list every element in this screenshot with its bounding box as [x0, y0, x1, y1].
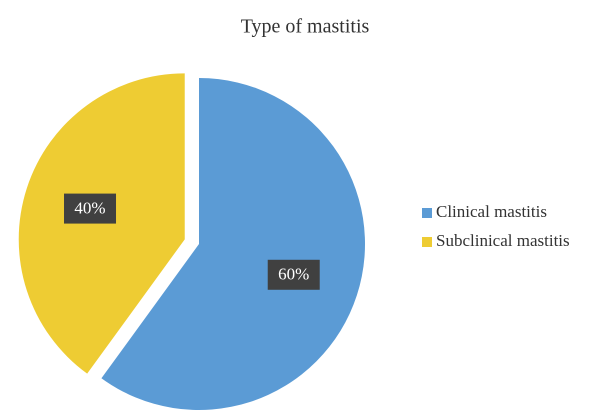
data-label-box — [64, 193, 117, 224]
legend-label: Clinical mastitis — [436, 202, 547, 221]
data-label: 40% — [74, 198, 105, 217]
pie-slice — [101, 78, 366, 411]
legend-swatch — [422, 237, 432, 247]
data-label-box — [267, 259, 320, 290]
legend-swatch — [422, 208, 432, 218]
chart-title: Type of mastitis — [241, 16, 370, 38]
data-label: 60% — [278, 265, 309, 284]
legend-label: Subclinical mastitis — [436, 231, 570, 250]
